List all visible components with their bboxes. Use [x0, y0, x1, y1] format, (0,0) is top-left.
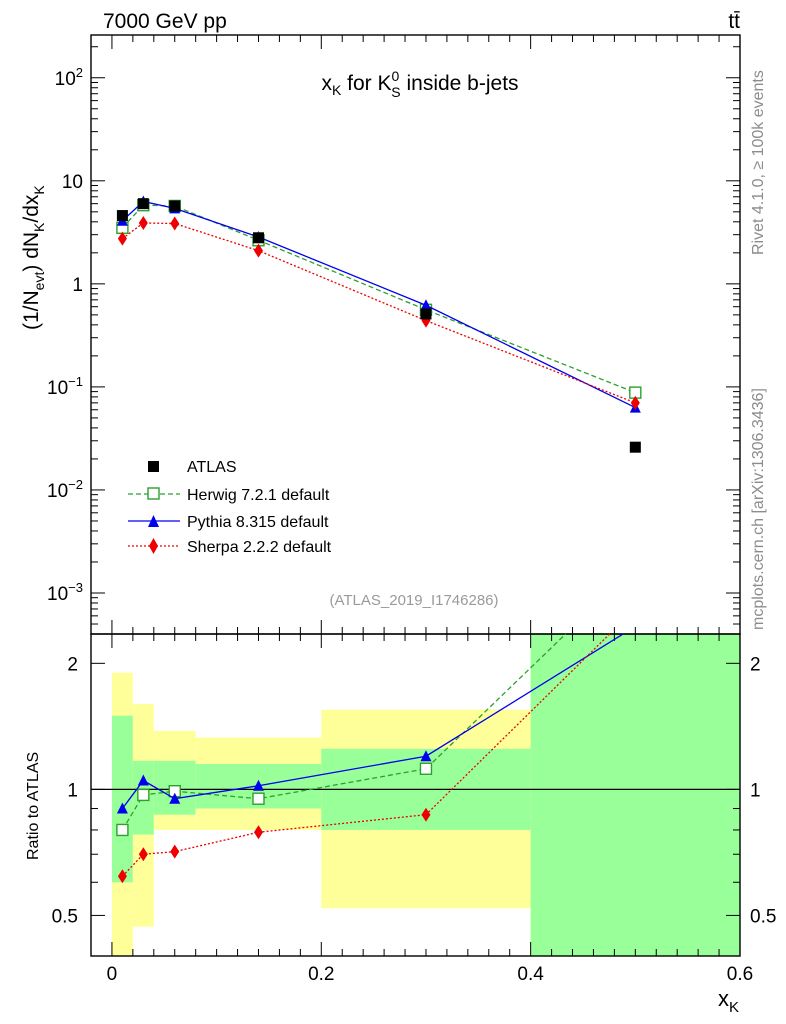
ratio-point-sherpa	[253, 825, 263, 840]
main-point-atlas	[169, 200, 181, 212]
ratio-point-pythia	[116, 802, 128, 814]
ratio-point-sherpa	[138, 847, 148, 862]
analysis-id: (ATLAS_2019_I1746286)	[329, 592, 498, 609]
ratio-y-tick-label-right: 2	[750, 654, 761, 675]
main-y-ticks: 10−3 10−2 10−1 1 10 102	[47, 35, 741, 635]
ratio-point-pythia	[169, 792, 181, 804]
legend-label-herwig: Herwig 7.2.1 default	[187, 487, 330, 504]
legend-marker-atlas	[148, 461, 159, 472]
main-point-sherpa	[138, 215, 148, 230]
ratio-y-tick-label: 2	[67, 654, 78, 675]
energy-label: 7000 GeV pp	[103, 10, 227, 33]
ratio-point-pythia	[420, 750, 432, 762]
ratio-point-herwig	[137, 788, 150, 802]
legend-item-sherpa: Sherpa 2.2.2 default	[128, 538, 332, 556]
ratio-point-pythia	[137, 774, 149, 786]
ratio-point-herwig	[419, 762, 433, 775]
main-y-tick-label: 10−3	[47, 580, 83, 605]
main-y-tick-label: 10−1	[47, 374, 83, 399]
main-line-herwig	[121, 204, 636, 394]
legend-label-atlas: ATLAS	[187, 459, 237, 476]
main-point-sherpa	[170, 216, 180, 231]
main-y-tick-label: 10−2	[47, 477, 83, 502]
ratio-point-herwig	[116, 823, 129, 837]
x-tick-label: 0.4	[517, 964, 544, 985]
mcplots-label: mcplots.cern.ch [arXiv:1306.3436]	[750, 388, 767, 630]
x-tick-label: 0.6	[727, 964, 753, 985]
main-point-atlas	[420, 308, 432, 320]
plot-title: xK for K0 S inside b-jets	[321, 68, 518, 100]
main-point-pythia	[420, 299, 432, 311]
main-line-sherpa	[122, 222, 636, 404]
main-point-atlas	[629, 441, 641, 453]
legend-item-atlas: ATLAS	[148, 459, 237, 476]
ratio-y-axis-label: Ratio to ATLAS	[25, 752, 42, 860]
ratio-y-tick-label-right: 1	[750, 780, 761, 801]
ratio-plot-frame	[90, 633, 741, 957]
ratio-point-sherpa	[170, 844, 180, 859]
stat-band-green	[530, 634, 740, 956]
main-point-sherpa	[117, 231, 127, 246]
uncertainty-bands	[91, 634, 740, 956]
main-y-axis-label: (1/Nevt) dNK/dxK	[20, 185, 47, 330]
ratio-ticks: 0 0.2 0.4 0.6 0.5 0.5 1 1 2 2	[52, 634, 776, 985]
legend-item-pythia: Pythia 8.315 default	[128, 514, 329, 531]
x-tick-label: 0	[107, 964, 118, 985]
ratio-point-herwig	[252, 792, 265, 805]
main-point-atlas	[252, 232, 264, 244]
ratio-y-tick-label: 1	[67, 780, 78, 801]
main-point-atlas	[137, 198, 149, 210]
main-y-tick-label: 102	[55, 65, 83, 90]
main-y-tick-label: 10	[62, 172, 83, 193]
main-point-atlas	[116, 210, 128, 222]
ratio-y-tick-label-right: 0.5	[750, 906, 776, 927]
ratio-point-sherpa	[117, 869, 127, 884]
ratio-y-tick-label: 0.5	[52, 906, 78, 927]
stat-band-green	[111, 715, 133, 883]
legend-marker-pythia	[148, 515, 159, 527]
process-label: tt̄	[728, 10, 740, 33]
main-point-sherpa	[630, 395, 640, 410]
x-axis-label: xK	[718, 986, 739, 1016]
main-series	[116, 195, 642, 453]
ratio-point-pythia	[252, 779, 264, 791]
main-point-sherpa	[253, 243, 263, 258]
legend-item-herwig: Herwig 7.2.1 default	[128, 487, 330, 504]
legend-marker-sherpa	[149, 538, 158, 554]
ratio-point-sherpa	[421, 807, 431, 822]
main-line-pythia	[121, 200, 636, 409]
rivet-label: Rivet 4.1.0, ≥ 100k events	[750, 70, 767, 255]
ratio-line-sherpa	[121, 633, 611, 877]
x-tick-label: 0.2	[308, 964, 334, 985]
legend: ATLAS Herwig 7.2.1 default Pythia 8.315 …	[128, 459, 332, 556]
main-y-tick-label: 1	[72, 275, 83, 296]
ratio-series	[116, 633, 624, 884]
legend-label-pythia: Pythia 8.315 default	[187, 514, 329, 531]
legend-marker-herwig	[147, 487, 160, 500]
legend-label-sherpa: Sherpa 2.2.2 default	[187, 539, 332, 556]
